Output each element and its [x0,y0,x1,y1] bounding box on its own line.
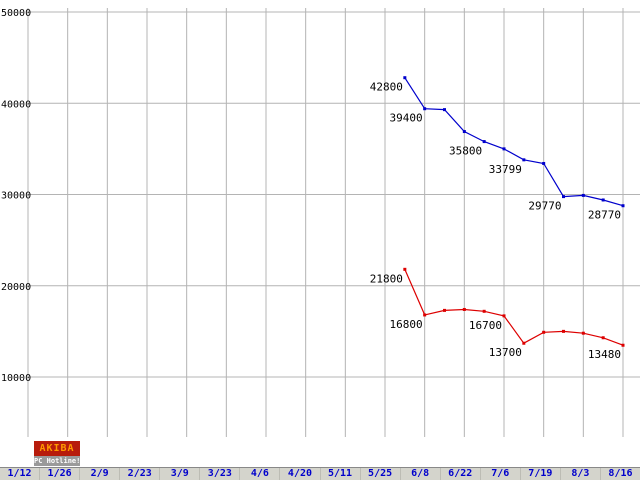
series-red-data-label: 16700 [469,319,502,332]
series-red-marker [423,313,427,317]
x-axis-label: 3/9 [159,468,199,480]
footer: AKIBA PC Hotline! Copyright(c)2002 impre… [0,440,640,480]
series-blue-marker [443,108,446,112]
series-red-marker [601,336,605,340]
series-blue-marker [542,161,546,165]
series-blue-marker [581,193,585,197]
series-red: 21800 16800 16700 13700 13480 [370,267,625,361]
x-axis-label: 4/6 [239,468,279,480]
x-axis-label: 6/22 [439,468,480,480]
series-blue-line [404,77,624,207]
x-axis-label: 2/9 [79,468,119,480]
vertical-gridlines [27,8,624,437]
series-blue-marker [403,76,407,80]
series-red-data-label: 21800 [370,272,403,285]
series-blue-marker [562,195,565,199]
y-axis-label: 10000 [1,373,31,384]
x-axis-label: 6/8 [399,468,440,480]
x-axis-label: 2/23 [119,468,159,480]
series-blue-data-label: 39400 [390,112,423,125]
x-axis-label: 3/23 [199,468,239,480]
series-blue-data-label: 42800 [370,81,403,94]
series-blue-data-label: 33799 [489,163,522,176]
series-red-marker [462,307,466,311]
series-red-marker [542,330,546,334]
series-red-marker [482,309,486,313]
x-axis-label: 8/16 [599,468,640,480]
x-axis-date-bar: 1/12 1/26 2/9 2/23 3/9 3/23 4/6 4/20 5/11 5/25 6/8… [0,467,640,480]
y-axis-label: 50000 [1,8,31,19]
x-axis-label: 8/3 [559,468,600,480]
series-blue-marker [621,204,625,208]
y-axis-label: 20000 [1,282,31,293]
pc-hotline-logo-subtitle: PC Hotline! [34,456,80,466]
akiba-pc-hotline-logo: AKIBA PC Hotline! [34,441,80,466]
series-red-data-label: 16800 [390,318,423,331]
series-red-marker [443,308,446,312]
series-blue-marker [423,107,427,111]
series-blue-marker [601,198,605,202]
series-red-line [404,269,624,346]
x-axis-label: 1/26 [39,468,79,480]
series-blue-data-label: 35800 [449,145,482,158]
series-red-marker [621,343,625,347]
series-red-marker [581,331,585,335]
series-blue-data-label: 29770 [528,200,561,213]
akiba-logo-text: AKIBA [34,441,80,456]
price-line-chart: 50000 40000 30000 20000 10000 42800 39400 35800… [1,8,640,437]
series-red-marker [403,267,407,271]
series-red-marker [562,329,565,333]
x-axis-label: 1/12 [7,468,32,479]
series-red-marker [522,341,526,345]
series-blue-marker [502,147,506,151]
series-blue-marker [522,158,526,162]
series-blue-marker [482,140,486,144]
x-axis-label: 5/11 [319,468,360,480]
series-red-marker [502,314,506,318]
x-axis-label: 7/6 [479,468,520,480]
series-blue: 42800 39400 35800 33799 29770 28770 [370,76,625,222]
x-axis-label: 4/20 [279,468,319,480]
horizontal-gridlines [28,11,640,378]
x-axis-label: 7/19 [519,468,560,480]
y-axis-labels: 50000 40000 30000 20000 10000 [1,8,31,384]
y-axis-label: 40000 [1,99,31,110]
series-blue-data-label: 28770 [588,209,621,222]
series-blue-marker [462,130,466,134]
series-red-data-label: 13700 [489,346,522,359]
x-axis-label: 5/25 [359,468,400,480]
y-axis-label: 30000 [1,191,31,202]
series-red-data-label: 13480 [588,348,621,361]
